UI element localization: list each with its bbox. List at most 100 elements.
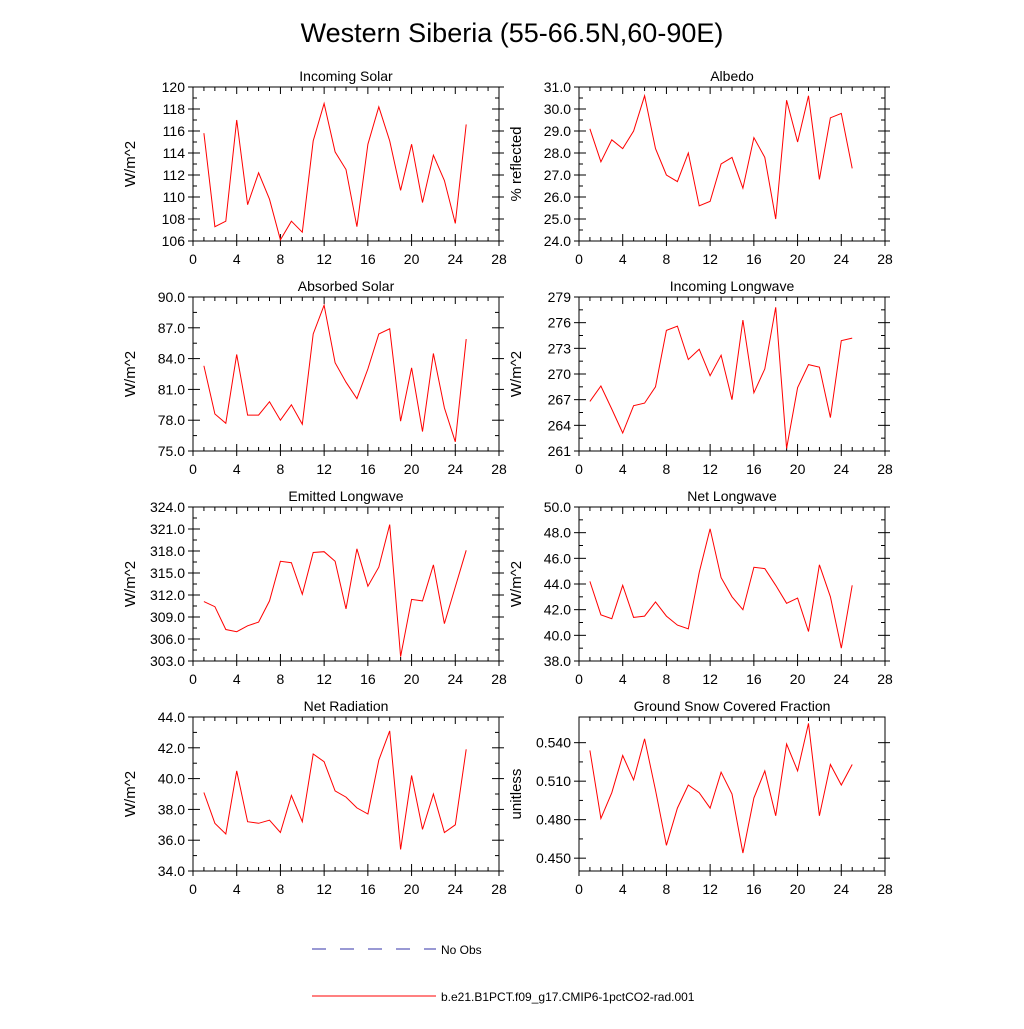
panel-1: Incoming Solar W/m^2 0 4 8 12 16 20 24 28 106 108 11…: [122, 68, 507, 267]
x-tick-label: 16: [360, 881, 376, 897]
x-tick-label: 20: [404, 671, 420, 687]
series-line-model: [589, 723, 853, 854]
y-tick-label: 42.0: [544, 602, 571, 618]
y-tick-label: 30.0: [544, 101, 571, 117]
x-tick-label: 16: [746, 671, 762, 687]
x-tick-label: 16: [746, 881, 762, 897]
y-tick-label: 28.0: [544, 145, 571, 161]
panel-frame: [578, 86, 886, 242]
x-tick-label: 0: [575, 461, 583, 477]
y-tick-label: 40.0: [544, 627, 571, 643]
x-tick-label: 28: [491, 461, 507, 477]
figure-title: Western Siberia (55-66.5N,60-90E): [301, 18, 724, 48]
x-tick-label: 24: [447, 251, 463, 267]
x-tick-label: 0: [189, 881, 197, 897]
x-tick-label: 4: [619, 671, 627, 687]
legend-obs-label: No Obs: [441, 943, 482, 957]
x-tick-label: 24: [833, 461, 849, 477]
y-tick-label: 27.0: [544, 167, 571, 183]
y-tick-label: 315.0: [150, 565, 185, 581]
y-tick-label: 42.0: [158, 740, 185, 756]
panel-7: Net Radiation W/m^2 0 4 8 12 16 20 24 28 34.0 36.0 3…: [122, 698, 507, 897]
y-tick-label: 264: [548, 417, 572, 433]
x-tick-label: 20: [404, 881, 420, 897]
panel-title: Albedo: [710, 68, 754, 84]
panels: Incoming Solar W/m^2 0 4 8 12 16 20 24 28 106 108 11…: [122, 68, 893, 897]
y-tick-label: 116: [163, 123, 186, 139]
x-tick-label: 24: [833, 671, 849, 687]
x-tick-label: 0: [575, 251, 583, 267]
panel-title: Incoming Solar: [299, 68, 393, 84]
y-tick-label: 112: [163, 167, 186, 183]
y-tick-label: 276: [548, 315, 572, 331]
panel-title: Net Longwave: [687, 488, 777, 504]
y-tick-label: 118: [163, 101, 186, 117]
y-tick-label: 321.0: [150, 521, 185, 537]
panel-3: Absorbed Solar W/m^2 0 4 8 12 16 20 24 28 75.0 78.0…: [122, 278, 507, 477]
series-line-model: [203, 101, 467, 242]
y-axis-label: W/m^2: [122, 351, 139, 397]
y-tick-label: 48.0: [544, 525, 571, 541]
panel-frame: [192, 296, 500, 452]
y-tick-label: 279: [548, 289, 572, 305]
y-tick-label: 36.0: [158, 832, 185, 848]
panel-frame: [192, 716, 500, 872]
x-tick-label: 0: [575, 671, 583, 687]
y-tick-label: 26.0: [544, 189, 571, 205]
y-tick-label: 273: [548, 340, 572, 356]
x-tick-label: 16: [360, 251, 376, 267]
y-axis-label: W/m^2: [508, 351, 525, 397]
x-tick-label: 12: [316, 461, 332, 477]
x-tick-label: 20: [404, 251, 420, 267]
x-tick-label: 12: [316, 671, 332, 687]
y-tick-label: 270: [548, 366, 572, 382]
panel-title: Absorbed Solar: [298, 278, 395, 294]
series-line-model: [589, 93, 853, 220]
y-tick-label: 44.0: [158, 709, 185, 725]
x-tick-label: 12: [702, 461, 718, 477]
y-tick-label: 120: [162, 79, 186, 95]
panel-4: Incoming Longwave W/m^2 0 4 8 12 16 20 24 28 261 26…: [508, 278, 893, 477]
x-tick-label: 8: [663, 461, 671, 477]
y-tick-label: 309.0: [150, 609, 185, 625]
panel-title: Net Radiation: [304, 698, 389, 714]
series-line-model: [203, 303, 467, 442]
y-tick-label: 81.0: [158, 381, 185, 397]
y-axis-label: % reflected: [508, 126, 525, 201]
y-tick-label: 318.0: [150, 543, 185, 559]
x-tick-label: 28: [877, 251, 893, 267]
panel-5: Emitted Longwave W/m^2 0 4 8 12 16 20 24 28 303.0 3…: [122, 488, 507, 687]
y-tick-label: 324.0: [150, 499, 185, 515]
x-tick-label: 12: [316, 881, 332, 897]
x-tick-label: 24: [447, 881, 463, 897]
panel-title: Emitted Longwave: [288, 488, 403, 504]
x-tick-label: 20: [790, 671, 806, 687]
x-tick-label: 4: [619, 881, 627, 897]
y-tick-label: 312.0: [150, 587, 185, 603]
y-tick-label: 40.0: [158, 771, 185, 787]
x-tick-label: 24: [833, 881, 849, 897]
y-tick-label: 303.0: [150, 653, 185, 669]
x-tick-label: 4: [619, 251, 627, 267]
y-tick-label: 0.510: [536, 773, 571, 789]
x-tick-label: 20: [404, 461, 420, 477]
x-tick-label: 20: [790, 881, 806, 897]
panel-title: Incoming Longwave: [670, 278, 795, 294]
panel-frame: [192, 506, 500, 662]
y-axis-label: W/m^2: [122, 141, 139, 187]
x-tick-label: 4: [233, 881, 241, 897]
x-tick-label: 8: [663, 671, 671, 687]
y-tick-label: 110: [163, 189, 186, 205]
x-tick-label: 12: [702, 671, 718, 687]
x-tick-label: 0: [189, 461, 197, 477]
x-tick-label: 8: [663, 251, 671, 267]
panel-6: Net Longwave W/m^2 0 4 8 12 16 20 24 28 38.0 40.0 42…: [508, 488, 893, 687]
x-tick-label: 0: [189, 251, 197, 267]
legend: No Obs b.e21.B1PCT.f09_g17.CMIP6-1pctCO2…: [312, 943, 695, 1004]
y-tick-label: 44.0: [544, 576, 571, 592]
y-tick-label: 38.0: [544, 653, 571, 669]
x-tick-label: 28: [877, 461, 893, 477]
y-tick-label: 25.0: [544, 211, 571, 227]
